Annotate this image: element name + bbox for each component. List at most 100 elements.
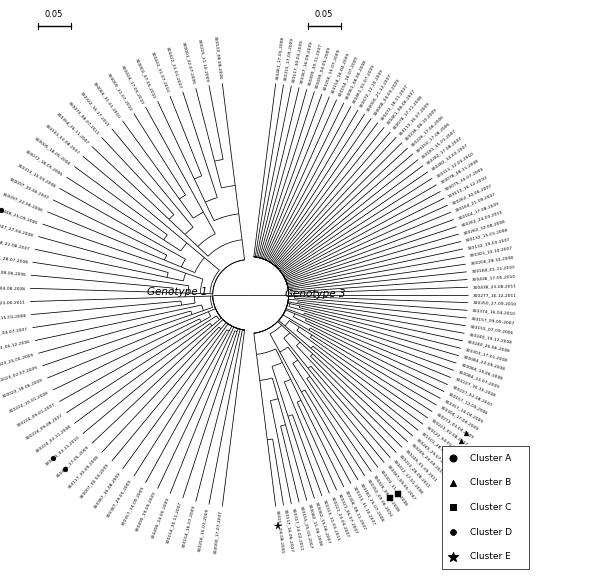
Text: 300133_08-08-2006: 300133_08-08-2006 — [214, 36, 223, 80]
Text: 300132_15-01-2008: 300132_15-01-2008 — [465, 228, 509, 242]
Text: 300224_10-01-2008: 300224_10-01-2008 — [8, 390, 50, 413]
Text: 300101_23-06-2011: 300101_23-06-2011 — [0, 300, 25, 305]
Text: 300227_02-08-2010: 300227_02-08-2010 — [451, 384, 493, 406]
Text: 300256_15-07-2009: 300256_15-07-2009 — [322, 48, 341, 91]
Text: 300066_31-01-2010: 300066_31-01-2010 — [92, 81, 121, 119]
Text: 300240_26-06-2008: 300240_26-06-2008 — [467, 340, 511, 353]
Text: 0.05: 0.05 — [45, 11, 63, 19]
Text: 300347_09-05-2007: 300347_09-05-2007 — [386, 464, 416, 501]
Text: Cluster E: Cluster E — [470, 552, 511, 561]
Text: 300157_12-09-2006: 300157_12-09-2006 — [448, 391, 488, 415]
Text: 300155_25-01-2007: 300155_25-01-2007 — [299, 505, 313, 550]
Text: 300461_08-06-2007: 300461_08-06-2007 — [386, 89, 416, 126]
Text: 300082_11-06-2008: 300082_11-06-2008 — [307, 503, 322, 547]
Text: 300357_14-09-2009: 300357_14-09-2009 — [120, 485, 145, 526]
Text: 300023_25-05-2009: 300023_25-05-2009 — [0, 352, 34, 369]
Text: 300321_06-07-2007: 300321_06-07-2007 — [337, 493, 359, 534]
Text: 300350_09-06-2010: 300350_09-06-2010 — [366, 478, 393, 517]
Text: Cluster C: Cluster C — [470, 503, 511, 512]
Text: Cluster D: Cluster D — [470, 527, 512, 537]
Text: 300078_08-11-2008: 300078_08-11-2008 — [440, 158, 479, 185]
Text: 300374_16-04-2010: 300374_16-04-2010 — [472, 308, 516, 316]
Text: 300080_08-06-2006: 300080_08-06-2006 — [0, 269, 26, 277]
Text: 300157_09-05-2007: 300157_09-05-2007 — [471, 317, 515, 325]
Text: 300203_04-07-2007: 300203_04-07-2007 — [0, 326, 28, 337]
Text: 300117_16-06-2007: 300117_16-06-2007 — [283, 509, 294, 552]
Text: 300000_17-07-2007: 300000_17-07-2007 — [214, 510, 223, 554]
Text: 300461_01-07-2009: 300461_01-07-2009 — [352, 63, 376, 104]
Text: 300023_18-06-2009: 300023_18-06-2009 — [2, 378, 44, 398]
Bar — [442, 446, 529, 569]
Text: 300387_16-08-2009: 300387_16-08-2009 — [92, 471, 121, 509]
Text: 300499_14-05-2009: 300499_14-05-2009 — [150, 496, 170, 539]
Text: 300304_17-04-2009: 300304_17-04-2009 — [440, 405, 479, 432]
Text: 301101_28-07-2008: 301101_28-07-2008 — [421, 431, 457, 462]
Text: 300282_14-03-2007: 300282_14-03-2007 — [431, 142, 469, 172]
Text: 300223_02-08-2007: 300223_02-08-2007 — [431, 418, 469, 447]
Text: 300499_04-05-2009: 300499_04-05-2009 — [314, 46, 332, 89]
Text: 300243_29-07-2008: 300243_29-07-2008 — [415, 437, 451, 469]
Text: 300247_27-04-2008: 300247_27-04-2008 — [0, 221, 34, 238]
Text: 300226_17-06-2006: 300226_17-06-2006 — [410, 114, 445, 147]
Text: 300007_06-03-2009: 300007_06-03-2009 — [79, 463, 110, 499]
Text: 300424_17-05-2010: 300424_17-05-2010 — [120, 64, 145, 105]
Text: 300204_28-10-2008: 300204_28-10-2008 — [470, 255, 514, 266]
Text: 300023_02-07-2009: 300023_02-07-2009 — [0, 365, 38, 384]
Text: 300412_17-01-2008: 300412_17-01-2008 — [392, 459, 424, 495]
Text: Cluster A: Cluster A — [470, 454, 511, 463]
Text: 300001_22-07-2006: 300001_22-07-2006 — [181, 41, 196, 85]
Text: 300224_02-11-2008: 300224_02-11-2008 — [34, 424, 71, 454]
Text: 300422_31-07-2010: 300422_31-07-2010 — [150, 51, 170, 93]
Text: 300150_17-08-2006: 300150_17-08-2006 — [415, 121, 451, 153]
Text: 300097_22-06-2006: 300097_22-06-2006 — [2, 192, 44, 212]
Text: 300472_12-10-2009: 300472_12-10-2009 — [359, 68, 385, 108]
Text: 300154_16-07-2009: 300154_16-07-2009 — [337, 55, 359, 97]
Text: 300240_19-12-2008: 300240_19-12-2008 — [469, 332, 512, 344]
Text: 300354_26-11-2007: 300354_26-11-2007 — [55, 112, 89, 145]
Text: 300154_30-11-2007: 300154_30-11-2007 — [166, 501, 182, 544]
Text: 300418_22-08-2007: 300418_22-08-2007 — [0, 237, 31, 251]
Text: 300426_09-07-2008: 300426_09-07-2008 — [373, 474, 401, 512]
Text: 300005_11-07-2010: 300005_11-07-2010 — [106, 72, 133, 112]
Text: 300062_15-06-2007: 300062_15-06-2007 — [314, 501, 332, 544]
Text: 300221_23-04-2007: 300221_23-04-2007 — [330, 496, 350, 538]
Text: 300084_23-09-2008: 300084_23-09-2008 — [463, 355, 506, 371]
Text: 300422_23-01-2007: 300422_23-01-2007 — [166, 46, 182, 89]
Text: 300313_11-03-2011: 300313_11-03-2011 — [322, 499, 341, 541]
Text: 300262_30-06-2007: 300262_30-06-2007 — [451, 183, 493, 206]
Text: 300438_23-08-2011: 300438_23-08-2011 — [472, 283, 517, 289]
Text: 300473_08-07-2011: 300473_08-07-2011 — [67, 101, 100, 136]
Text: 300117_30-09-2008: 300117_30-09-2008 — [67, 454, 100, 489]
Text: 300181_15-01-2007: 300181_15-01-2007 — [421, 128, 457, 159]
Text: 300315_17-09-2009: 300315_17-09-2009 — [283, 37, 294, 81]
Text: 300311_31-10-2007: 300311_31-10-2007 — [352, 486, 376, 527]
Text: 300262_24-03-2011: 300262_24-03-2011 — [460, 210, 503, 227]
Text: 300499_19-09-2009: 300499_19-09-2009 — [135, 491, 157, 533]
Text: 300387_29-05-2009: 300387_29-05-2009 — [106, 478, 133, 518]
Text: 300008_04-03-2009: 300008_04-03-2009 — [373, 78, 401, 116]
Text: Cluster E: Cluster E — [470, 552, 511, 561]
Text: 300181_25-07-2008: 300181_25-07-2008 — [359, 482, 385, 522]
Text: 300155_07-09-2006: 300155_07-09-2006 — [470, 324, 514, 335]
Text: 300448_25-09-2006: 300448_25-09-2006 — [0, 206, 38, 225]
Text: 300203_15-01-2008: 300203_15-01-2008 — [0, 313, 26, 321]
Text: 300272_03-04-2009: 300272_03-04-2009 — [435, 412, 474, 439]
Text: 300313_10-03-2008: 300313_10-03-2008 — [16, 163, 56, 188]
Text: 300097_30-06-2007: 300097_30-06-2007 — [8, 177, 50, 200]
Text: 300113_16-07-2009: 300113_16-07-2009 — [398, 100, 431, 136]
Text: 300141_02-08-2007: 300141_02-08-2007 — [44, 124, 80, 155]
Text: 300122_04-01-2007: 300122_04-01-2007 — [426, 425, 463, 455]
Text: 300203_06-12-2006: 300203_06-12-2006 — [0, 339, 31, 353]
Text: 300072_18-05-2006: 300072_18-05-2006 — [25, 149, 64, 177]
Text: 300151_04-08-2005: 300151_04-08-2005 — [275, 510, 284, 554]
Text: 300282_17-08-2007: 300282_17-08-2007 — [426, 135, 463, 165]
Text: 300249_29-09-2011: 300249_29-09-2011 — [410, 443, 445, 476]
Text: 300418_28-07-2008: 300418_28-07-2008 — [0, 253, 28, 263]
Text: 300154_16-04-2009: 300154_16-04-2009 — [330, 51, 350, 94]
Text: 300499_30-11-2007: 300499_30-11-2007 — [307, 43, 322, 86]
Text: 300303_17-01-2008: 300303_17-01-2008 — [465, 347, 509, 362]
Text: 300301_10-10-2007: 300301_10-10-2007 — [469, 246, 512, 258]
Text: 300249_01-09-2011: 300249_01-09-2011 — [404, 449, 438, 483]
Text: 300084_13-07-2009: 300084_13-07-2009 — [458, 370, 500, 389]
Text: 300223_28-08-2011: 300223_28-08-2011 — [398, 454, 431, 489]
